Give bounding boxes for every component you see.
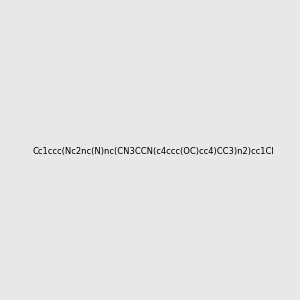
Text: Cc1ccc(Nc2nc(N)nc(CN3CCN(c4ccc(OC)cc4)CC3)n2)cc1Cl: Cc1ccc(Nc2nc(N)nc(CN3CCN(c4ccc(OC)cc4)CC… xyxy=(33,147,274,156)
